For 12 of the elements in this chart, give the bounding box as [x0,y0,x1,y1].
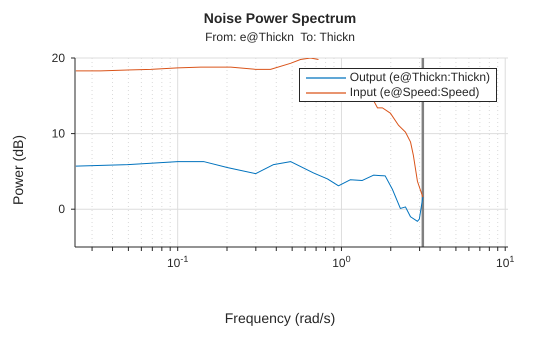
legend-label: Input (e@Speed:Speed) [350,85,480,100]
y-axis-title: Power (dB) [10,134,26,206]
chart-subtitle: From: e@Thickn To: Thickn [204,30,356,44]
x-tick-label: 10$^{-1}$ [167,254,188,270]
x-tick-label: 10$^{0}$ [332,254,351,270]
chart-title: Noise Power Spectrum [202,10,358,26]
y-tick-label: 20 [52,51,66,65]
y-tick-label: 10 [52,126,66,141]
x-axis-title: Frequency (rad/s) [224,310,336,326]
y-tick-label: 0 [58,202,66,216]
x-tick-label: 10$^{1}$ [496,254,514,270]
legend-label: Output (e@Thickn:Thickn) [350,70,490,85]
